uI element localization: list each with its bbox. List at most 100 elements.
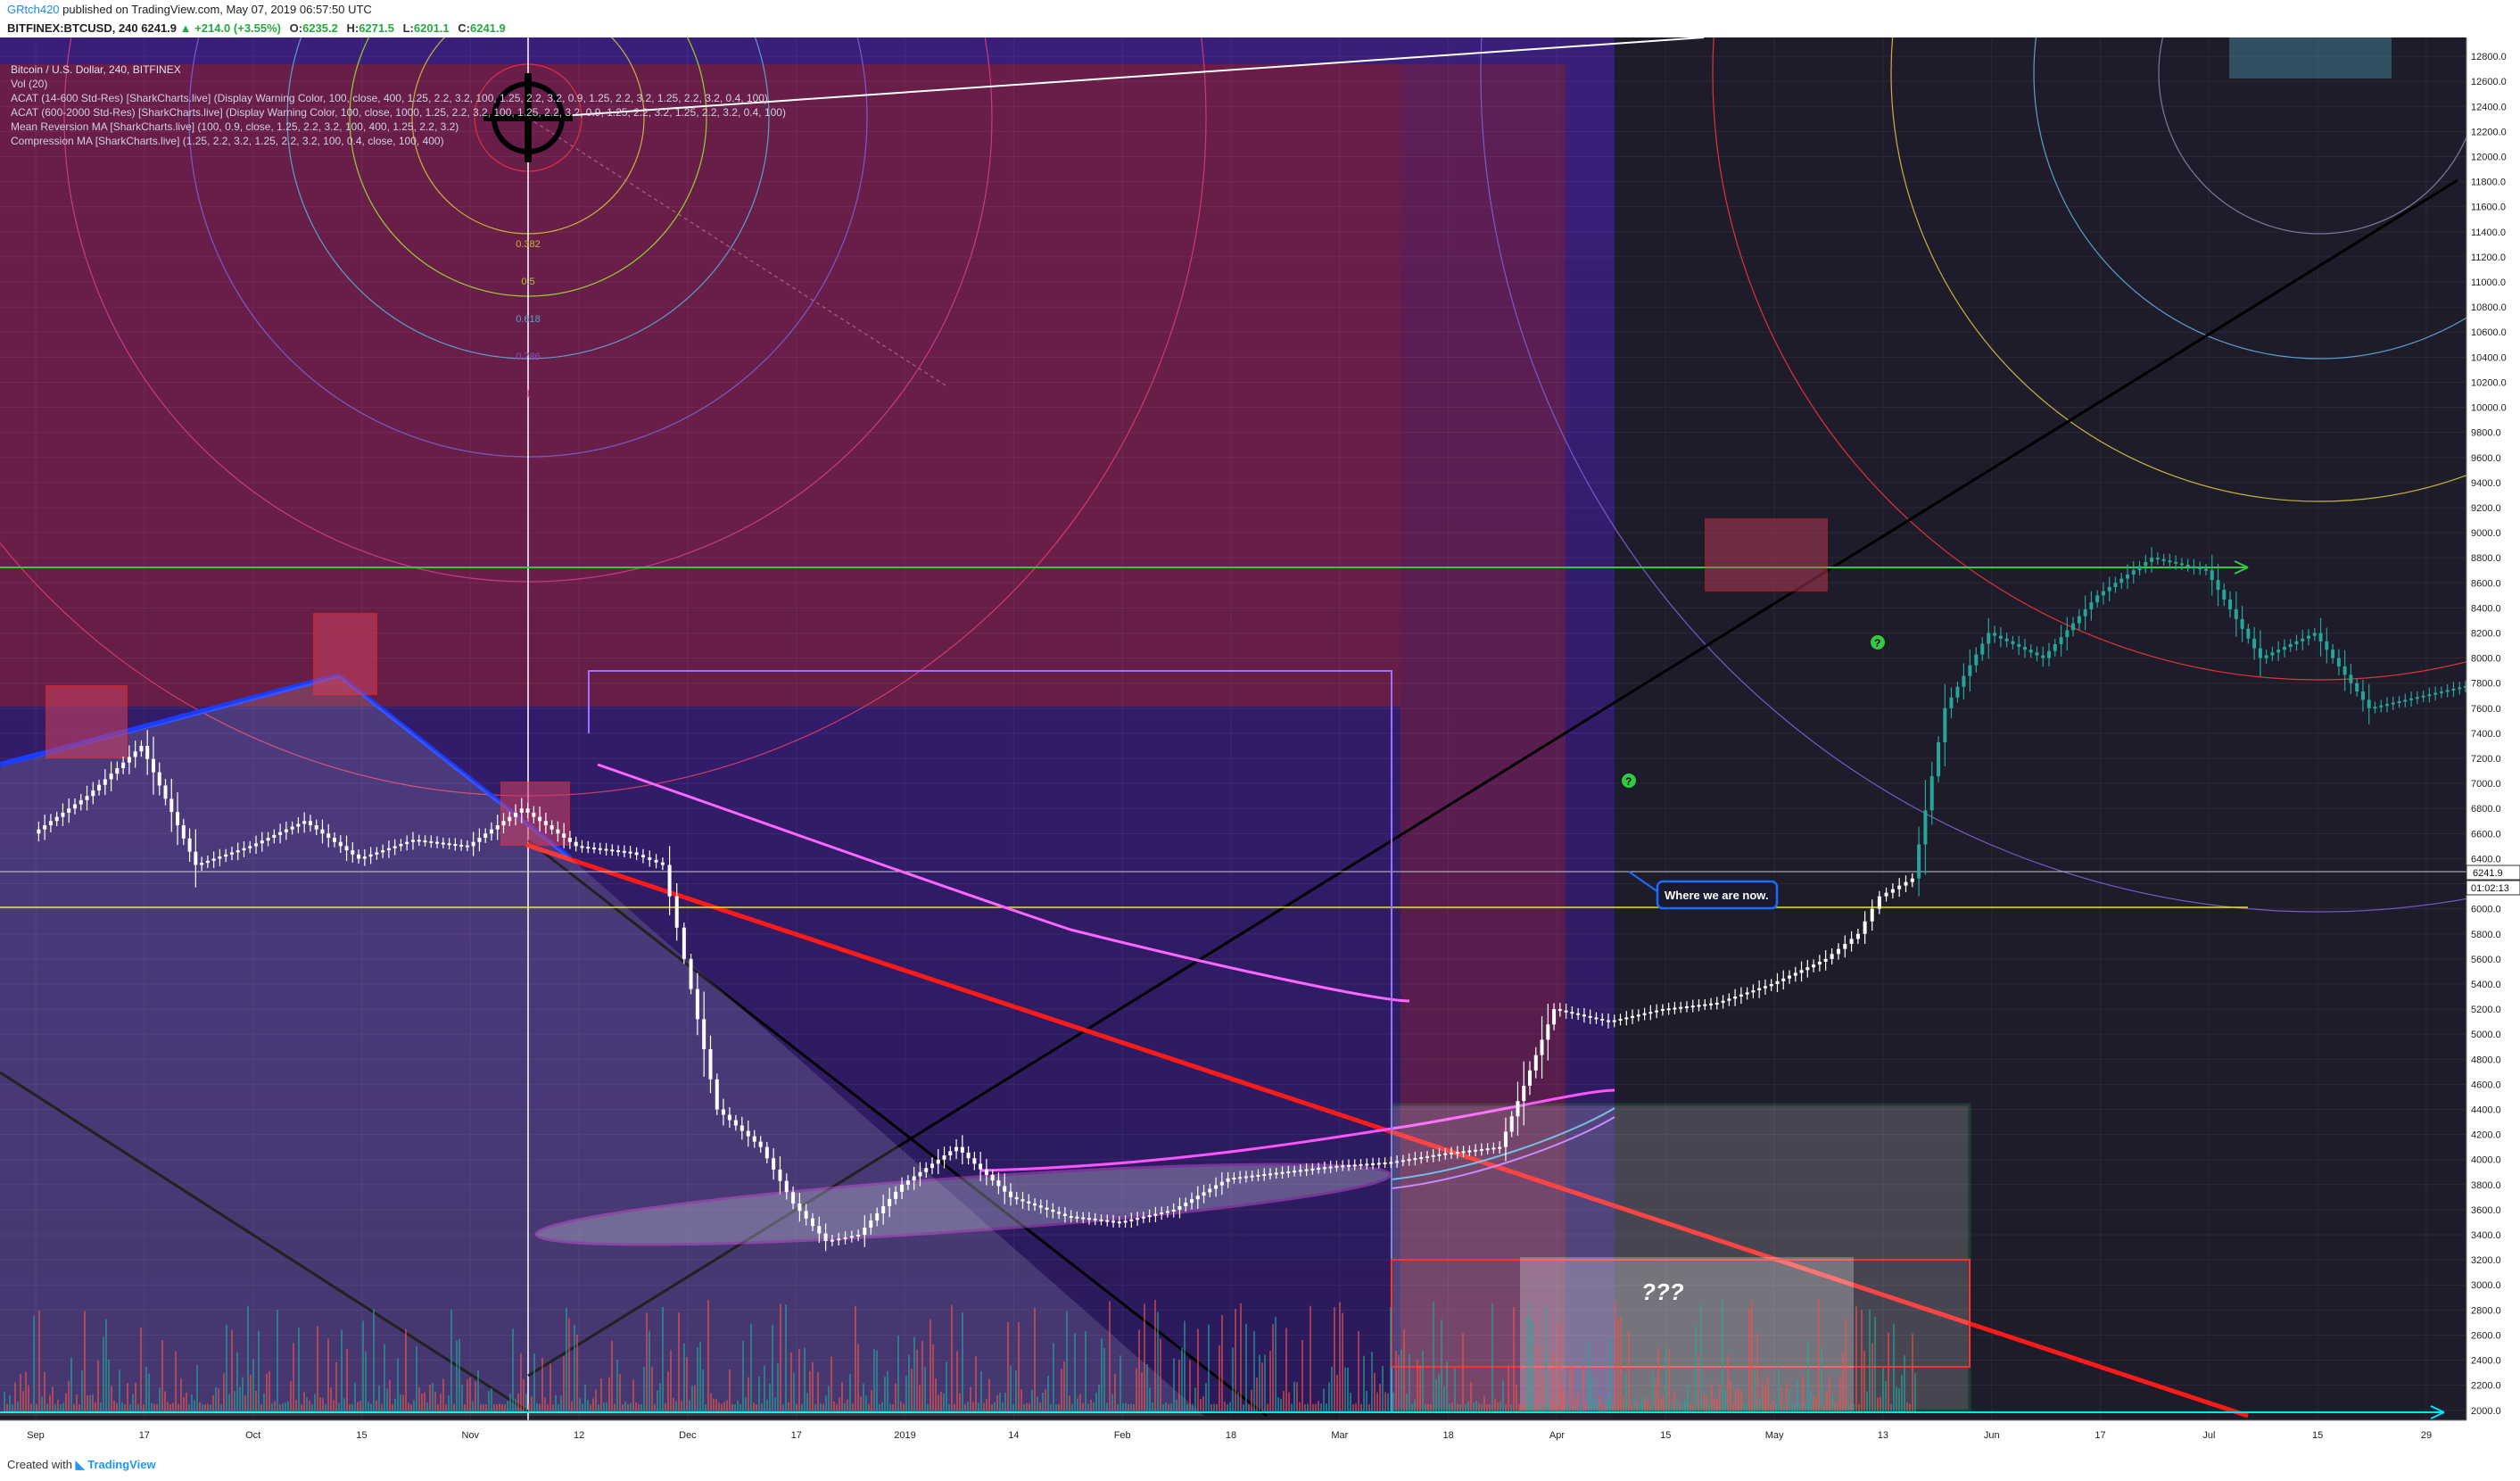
candle-body bbox=[2144, 561, 2148, 567]
volume-bar bbox=[95, 1402, 96, 1411]
candle-body bbox=[784, 1180, 789, 1193]
candle-body bbox=[2270, 652, 2275, 656]
volume-bar bbox=[849, 1373, 851, 1411]
candle-body bbox=[1045, 1207, 1049, 1210]
volume-bar bbox=[1146, 1363, 1148, 1411]
volume-bar bbox=[1392, 1392, 1394, 1411]
candle-body bbox=[837, 1238, 841, 1241]
volume-bar bbox=[1216, 1403, 1218, 1411]
candle-body bbox=[2035, 652, 2039, 656]
candle-body bbox=[1226, 1178, 1230, 1182]
volume-bar bbox=[887, 1370, 888, 1411]
volume-bar bbox=[616, 1360, 618, 1411]
volume-bar bbox=[900, 1402, 902, 1411]
volume-bar bbox=[742, 1340, 744, 1411]
volume-bar bbox=[881, 1402, 883, 1411]
volume-bar bbox=[643, 1366, 645, 1411]
volume-bar bbox=[903, 1403, 905, 1411]
author-link[interactable]: GRtch420 bbox=[7, 3, 60, 16]
publish-header: GRtch420 published on TradingView.com, M… bbox=[0, 0, 2520, 37]
candle-body bbox=[2331, 649, 2335, 658]
volume-bar bbox=[1842, 1352, 1844, 1411]
candle-body bbox=[979, 1163, 983, 1170]
y-tick-label: 11000.0 bbox=[2471, 277, 2506, 288]
trend-line-black-2 bbox=[527, 178, 2458, 1378]
symbol-label: BITFINEX:BTCUSD, 240 bbox=[7, 21, 138, 35]
volume-bar bbox=[467, 1379, 468, 1411]
candle-body bbox=[308, 821, 312, 825]
created-with-label: Created with bbox=[7, 1458, 72, 1471]
candle-body bbox=[465, 845, 469, 848]
volume-bar bbox=[1379, 1383, 1381, 1411]
legend-line[interactable]: Compression MA [SharkCharts.live] (1.25,… bbox=[11, 135, 444, 147]
candle-body bbox=[727, 1114, 731, 1121]
candle-body bbox=[1020, 1199, 1025, 1202]
volume-bar bbox=[1443, 1386, 1445, 1411]
volume-bar bbox=[464, 1403, 466, 1411]
volume-bar bbox=[1569, 1366, 1571, 1411]
candle-body bbox=[229, 852, 234, 855]
volume-bar bbox=[1406, 1394, 1408, 1411]
volume-bar bbox=[753, 1402, 755, 1411]
volume-bar bbox=[1564, 1391, 1566, 1411]
volume-bar bbox=[135, 1382, 136, 1411]
volume-bar bbox=[434, 1391, 436, 1411]
up-arrow-icon: ▲ bbox=[179, 21, 192, 35]
price-axis[interactable]: 2000.0 2200.0 2400.0 2600.0 2800.0 3000.0 3200… bbox=[2471, 52, 2507, 1417]
legend-line[interactable]: ACAT (14-600 Std-Res) [SharkCharts.live]… bbox=[11, 92, 768, 104]
candle-body bbox=[869, 1220, 873, 1228]
volume-bar bbox=[691, 1386, 693, 1411]
candle-body bbox=[1038, 1205, 1043, 1208]
volume-bar bbox=[1307, 1403, 1309, 1411]
candle-body bbox=[2174, 561, 2178, 564]
volume-bar bbox=[566, 1307, 567, 1411]
volume-bar bbox=[731, 1403, 733, 1411]
fib-circle bbox=[1480, 37, 2520, 913]
volume-bar bbox=[186, 1392, 187, 1411]
volume-bar bbox=[1157, 1311, 1159, 1411]
volume-bar bbox=[836, 1403, 838, 1411]
volume-bar bbox=[855, 1305, 856, 1411]
volume-bar bbox=[1296, 1382, 1298, 1411]
y-tick-label: 9000.0 bbox=[2471, 528, 2501, 539]
volume-bar bbox=[62, 1402, 64, 1411]
price-chart[interactable]: ??? 0.382 0.5 0.618 0.786 1 Where we are now… bbox=[0, 37, 2520, 1449]
volume-bar bbox=[1561, 1383, 1563, 1411]
volume-bar bbox=[277, 1309, 278, 1411]
volume-bar bbox=[1224, 1401, 1226, 1411]
volume-bar bbox=[1639, 1402, 1640, 1411]
candle-body bbox=[338, 841, 343, 847]
candle-body bbox=[399, 844, 403, 847]
legend-line[interactable]: Mean Reversion MA [SharkCharts.live] (10… bbox=[11, 120, 459, 133]
volume-bar bbox=[410, 1403, 412, 1411]
candle-body bbox=[423, 840, 427, 843]
volume-bar bbox=[1764, 1386, 1766, 1411]
legend-line[interactable]: ACAT (600-2000 Std-Res) [SharkCharts.liv… bbox=[11, 106, 786, 119]
volume-bar bbox=[608, 1377, 610, 1411]
candle-body bbox=[290, 826, 294, 830]
candle-body bbox=[1461, 1151, 1466, 1154]
candle-body bbox=[459, 844, 464, 847]
volume-bar bbox=[1858, 1403, 1860, 1411]
volume-bar bbox=[1251, 1389, 1252, 1411]
candle-body bbox=[1147, 1215, 1152, 1218]
volume-bar bbox=[972, 1402, 974, 1411]
tradingview-brand[interactable]: TradingView bbox=[87, 1458, 156, 1471]
volume-bar bbox=[1500, 1401, 1501, 1411]
volume-bar bbox=[111, 1386, 112, 1411]
time-axis[interactable]: Sep 17 Oct 15 Nov 12 Dec 17 2019 14 Feb 18 Mar 18 Apr 1… bbox=[27, 1430, 2432, 1441]
candle-body bbox=[1485, 1148, 1490, 1151]
fib-circle bbox=[1890, 37, 2520, 502]
y-tick-label: 10400.0 bbox=[2471, 352, 2507, 363]
volume-bar bbox=[833, 1401, 835, 1411]
volume-bar bbox=[710, 1393, 712, 1411]
candle-body bbox=[357, 854, 361, 859]
volume-bar bbox=[212, 1394, 214, 1411]
legend-line[interactable]: Vol (20) bbox=[11, 78, 48, 90]
candle-body bbox=[2409, 698, 2414, 700]
volume-bar bbox=[129, 1403, 131, 1411]
dark-projection-zone bbox=[1615, 37, 2466, 1420]
volume-bar bbox=[196, 1364, 198, 1411]
volume-bar bbox=[967, 1402, 969, 1411]
candle-body bbox=[1437, 1154, 1442, 1156]
